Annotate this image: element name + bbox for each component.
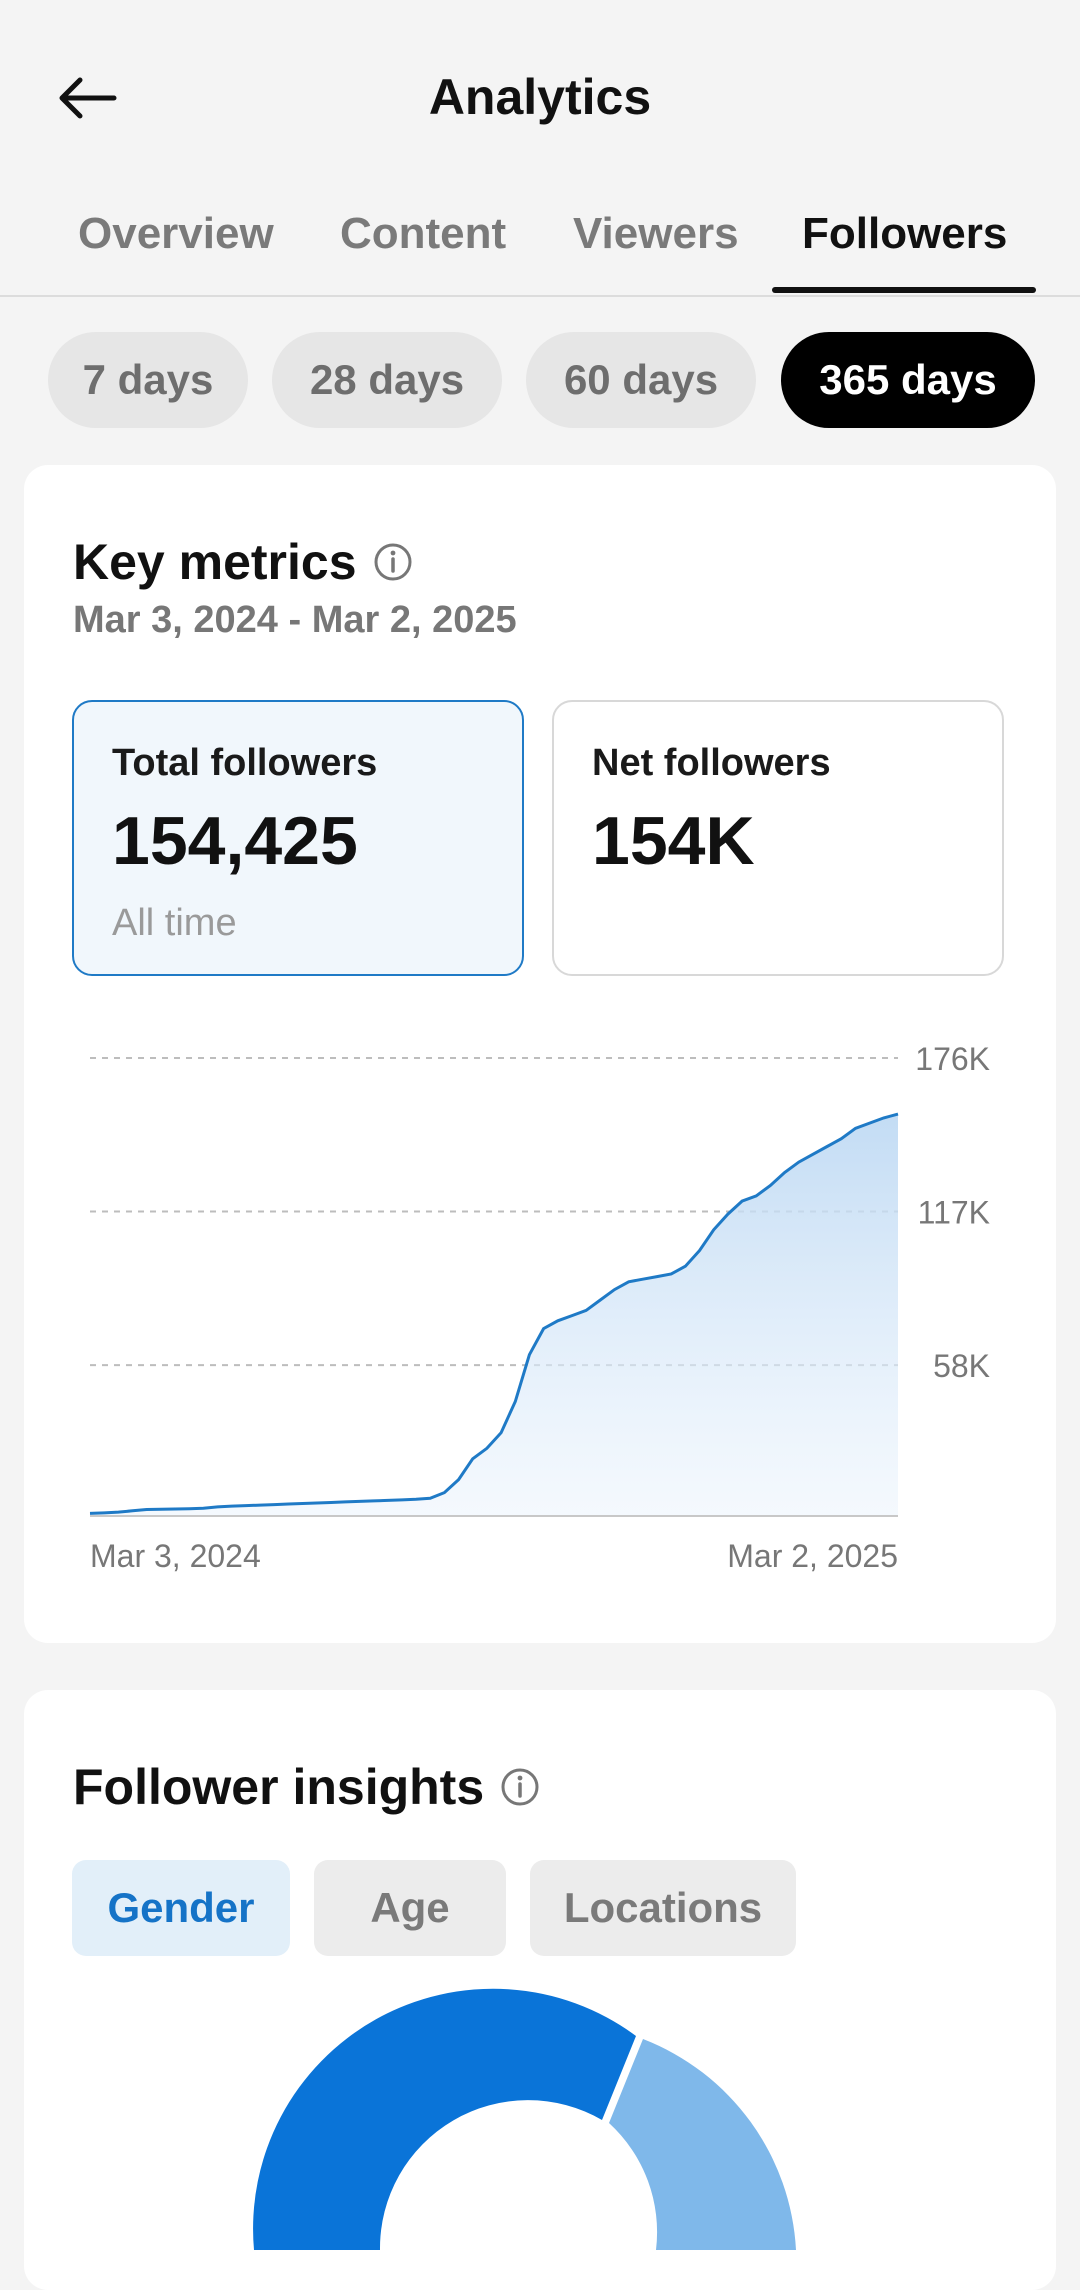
tab-overview[interactable]: Overview [78,209,274,258]
key-metrics-card: Key metrics Mar 3, 2024 - Mar 2, 2025 To… [24,465,1056,1643]
chart-series-line [89,1112,899,1515]
page-title: Analytics [428,69,652,125]
info-icon[interactable] [373,542,413,582]
chart-area-fill [90,1114,898,1516]
key-metrics-heading: Key metrics [73,533,413,591]
y-tick-label: 58K [933,1348,990,1384]
x-tick-label: Mar 2, 2025 [727,1538,898,1574]
key-metrics-title: Key metrics [73,534,357,590]
donut-segment-primary [253,1988,636,2250]
back-button[interactable] [48,62,124,134]
tab-gender[interactable]: Gender [72,1860,290,1956]
app-header: Analytics [0,0,1080,180]
total-followers-card[interactable]: Total followers 154,425 All time [72,700,524,976]
follower-insights-heading: Follower insights [73,1758,540,1816]
metric-value: 154K [592,803,755,879]
followers-area-chart: 176K 117K 58K Mar 3, 2024 Mar 2, 2025 [89,1041,990,1574]
range-365-days[interactable]: 365 days [781,332,1035,428]
tab-content[interactable]: Content [340,209,507,258]
tab-locations[interactable]: Locations [530,1860,796,1956]
range-60-days[interactable]: 60 days [526,332,756,428]
arrow-left-icon [59,77,117,119]
date-range-text: Mar 3, 2024 - Mar 2, 2025 [73,599,517,641]
tab-followers[interactable]: Followers [802,209,1008,258]
info-icon[interactable] [500,1767,540,1807]
metric-subtext: All time [112,902,237,944]
date-range-selector: 7 days 28 days 60 days 365 days [0,332,1080,432]
tab-bar: Overview Content Viewers Followers [0,175,1080,297]
metric-label: Total followers [112,742,378,784]
tab-viewers[interactable]: Viewers [573,209,739,258]
donut-segment-secondary [609,2039,796,2250]
range-7-days[interactable]: 7 days [48,332,248,428]
x-tick-label: Mar 3, 2024 [90,1538,261,1574]
metric-value: 154,425 [112,803,358,879]
follower-insights-title: Follower insights [73,1759,485,1815]
metric-label: Net followers [592,742,831,784]
y-tick-label: 176K [915,1041,990,1077]
range-28-days[interactable]: 28 days [272,332,502,428]
follower-insights-card: Follower insights Gender Age Locations [24,1690,1056,2290]
net-followers-card[interactable]: Net followers 154K [552,700,1004,976]
tab-age[interactable]: Age [314,1860,506,1956]
active-tab-indicator [772,287,1036,293]
gender-donut-chart [253,1988,796,2250]
y-tick-label: 117K [918,1195,990,1231]
